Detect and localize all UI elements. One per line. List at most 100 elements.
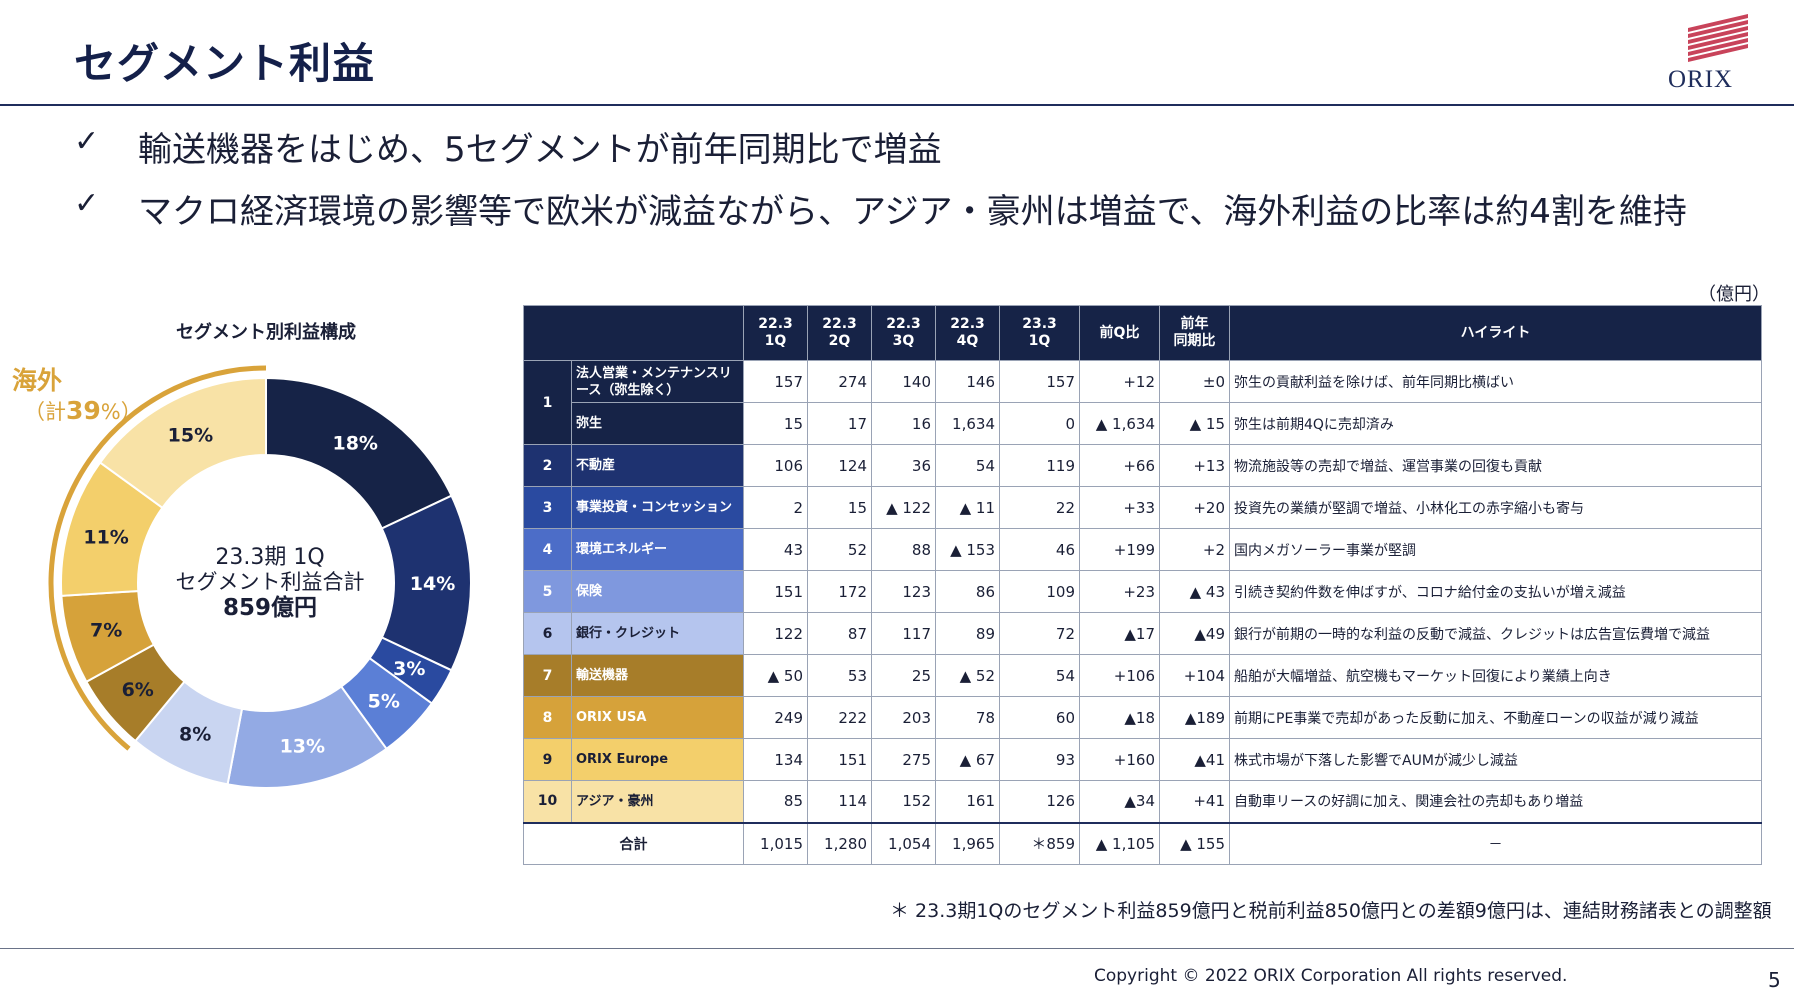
value-cell: 161 (935, 780, 1000, 823)
highlight-cell: － (1229, 821, 1762, 865)
overseas-bracket (48, 365, 267, 751)
center-period: 23.3期 1Q (215, 545, 325, 570)
value-cell: 36 (871, 444, 936, 487)
value-cell: 151 (807, 738, 872, 781)
value-cell: +66 (1079, 444, 1160, 487)
value-cell: 275 (871, 738, 936, 781)
highlight-cell: 船舶が大幅増益、航空機もマーケット回復により業績上向き (1229, 654, 1762, 697)
highlight-cell: 自動車リースの好調に加え、関連会社の売却もあり増益 (1229, 780, 1762, 823)
table-header-row: 22.3 1Q 22.3 2Q 22.3 3Q 22.3 4Q 23.3 1Q 前Q比 前… (523, 305, 1762, 361)
footnote: ＊ 23.3期1Qのセグメント利益859億円と税前利益850億円との差額9億円は… (890, 900, 1772, 922)
value-cell: 249 (743, 696, 808, 739)
value-cell: 93 (999, 738, 1080, 781)
value-cell: ▲17 (1079, 612, 1160, 655)
value-cell: ▲ 67 (935, 738, 1000, 781)
segment-profit-table: 22.3 1Q 22.3 2Q 22.3 3Q 22.3 4Q 23.3 1Q 前Q比 前… (523, 305, 1762, 865)
value-cell: 172 (807, 570, 872, 613)
value-cell: 52 (807, 528, 872, 571)
value-cell: +199 (1079, 528, 1160, 571)
value-cell: ▲ 1,634 (1079, 402, 1160, 445)
header-col: 前Q比 (1079, 305, 1160, 361)
value-cell: 124 (807, 444, 872, 487)
donut-slice-label: 3% (393, 658, 425, 680)
value-cell: ▲ 52 (935, 654, 1000, 697)
value-cell: 1,634 (935, 402, 1000, 445)
value-cell: 1,965 (935, 821, 1000, 865)
header-highlight: ハイライト (1229, 305, 1762, 361)
row-number: 4 (523, 528, 572, 571)
value-cell: 78 (935, 696, 1000, 739)
value-cell: 203 (871, 696, 936, 739)
value-cell: 114 (807, 780, 872, 823)
value-cell: ▲ 153 (935, 528, 1000, 571)
highlight-cell: 株式市場が下落した影響でAUMが減少し減益 (1229, 738, 1762, 781)
value-cell: 1,015 (743, 821, 808, 865)
value-cell: 17 (807, 402, 872, 445)
value-cell: ▲ 155 (1159, 821, 1230, 865)
donut-slice (98, 376, 267, 510)
value-cell: +13 (1159, 444, 1230, 487)
value-cell: ▲18 (1079, 696, 1160, 739)
row-number: 6 (523, 612, 572, 655)
value-cell: 89 (935, 612, 1000, 655)
donut-title: セグメント別利益構成 (176, 322, 356, 343)
row-number: 2 (523, 444, 572, 487)
segment-name: アジア・豪州 (571, 780, 744, 823)
row-number: 10 (523, 780, 572, 823)
value-cell: +2 (1159, 528, 1230, 571)
segment-name: 輸送機器 (571, 654, 744, 697)
title-divider (0, 104, 1794, 106)
table-row: 4 環境エネルギー 43 52 88 ▲ 153 46 +199 +2 国内メガ… (523, 528, 1762, 571)
highlight-cell: 弥生の貢献利益を除けば、前年同期比横ばい (1229, 360, 1762, 403)
value-cell: 15 (743, 402, 808, 445)
table-row: 3 事業投資・コンセッション 2 15 ▲ 122 ▲ 11 22 +33 +2… (523, 486, 1762, 529)
value-cell: ▲ 15 (1159, 402, 1230, 445)
row-number: 3 (523, 486, 572, 529)
page-title: セグメント利益 (74, 39, 376, 88)
donut-slice-label: 15% (168, 425, 213, 447)
value-cell: 134 (743, 738, 808, 781)
value-cell: 46 (999, 528, 1080, 571)
value-cell: ▲ 11 (935, 486, 1000, 529)
donut-slice-label: 6% (122, 679, 154, 701)
highlight-cell: 引続き契約件数を伸ばすが、コロナ給付金の支払いが増え減益 (1229, 570, 1762, 613)
value-cell: 1,280 (807, 821, 872, 865)
value-cell: ▲ 122 (871, 486, 936, 529)
highlight-cell: 国内メガソーラー事業が堅調 (1229, 528, 1762, 571)
header-col: 23.3 1Q (999, 305, 1080, 361)
highlight-cell: 弥生は前期4Qに売却済み (1229, 402, 1762, 445)
value-cell: 60 (999, 696, 1080, 739)
segment-name: 保険 (571, 570, 744, 613)
table-row: 6 銀行・クレジット 122 87 117 89 72 ▲17 ▲49 銀行が前… (523, 612, 1762, 655)
total-row: 合計 1,015 1,280 1,054 1,965 ＊859 ▲ 1,105 … (523, 821, 1762, 865)
table-row: 9 ORIX Europe 134 151 275 ▲ 67 93 +160 ▲… (523, 738, 1762, 781)
value-cell: 86 (935, 570, 1000, 613)
segment-profit-donut-chart: 18% 14% 3% 5% 13% 8% 6% 7% 11% 15% (48, 365, 473, 789)
value-cell: 222 (807, 696, 872, 739)
overseas-label: 海外 (12, 366, 63, 395)
value-cell: ▲41 (1159, 738, 1230, 781)
page-number: 5 (1768, 968, 1781, 992)
footer-divider (0, 948, 1794, 949)
value-cell: ▲34 (1079, 780, 1160, 823)
segment-name: 不動産 (571, 444, 744, 487)
value-cell: +12 (1079, 360, 1160, 403)
segment-name: 弥生 (571, 402, 744, 445)
value-cell: 152 (871, 780, 936, 823)
value-cell: 126 (999, 780, 1080, 823)
donut-slice-label: 8% (179, 724, 211, 746)
value-cell: 88 (871, 528, 936, 571)
row-number: 8 (523, 696, 572, 739)
value-cell: +20 (1159, 486, 1230, 529)
overseas-share-prefix: （計 (24, 400, 66, 424)
highlight-cell: 物流施設等の売却で増益、運営事業の回復も貢献 (1229, 444, 1762, 487)
row-number: 9 (523, 738, 572, 781)
table-row: 弥生 15 17 16 1,634 0 ▲ 1,634 ▲ 15 弥生は前期4Q… (524, 402, 1762, 445)
value-cell: ▲ 1,105 (1079, 821, 1160, 865)
segment-name: 法人営業・メンテナンスリース（弥生除く） (571, 360, 744, 403)
header-col: 前年 同期比 (1159, 305, 1230, 361)
donut-slice-label: 11% (83, 527, 128, 549)
value-cell: 53 (807, 654, 872, 697)
value-cell: ▲ 50 (743, 654, 808, 697)
header-col: 22.3 3Q (871, 305, 936, 361)
